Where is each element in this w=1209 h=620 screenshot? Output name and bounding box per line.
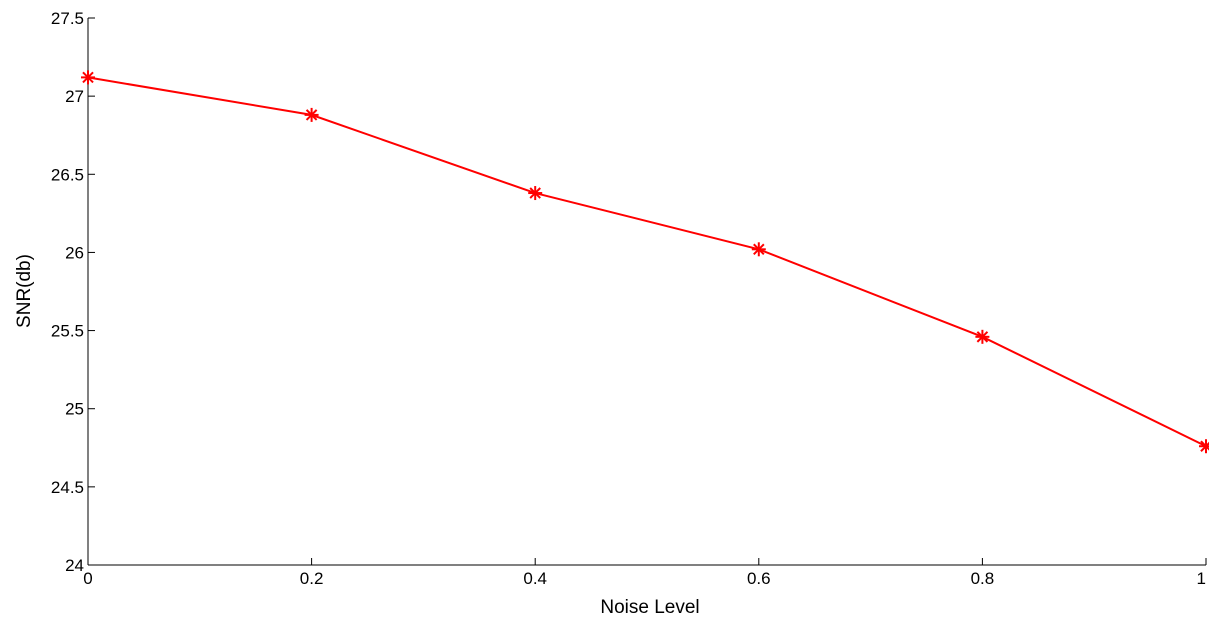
y-tick-label: 24	[65, 556, 84, 575]
x-tick-label: 0.4	[523, 569, 547, 588]
x-tick-label: 1	[1197, 569, 1206, 588]
marker-stroke	[753, 243, 765, 256]
y-tick-label: 25.5	[51, 322, 84, 341]
y-tick-label: 27	[65, 87, 84, 106]
marker-stroke	[305, 109, 318, 121]
y-tick-label: 26.5	[51, 165, 84, 184]
x-tick-label: 0	[83, 569, 92, 588]
plot-area: 24 24.5 25 25.5 26 26.5 27 27.5 0 0.2 0.4 0.6 0.8 1	[51, 9, 1209, 588]
x-tick-label: 0.2	[300, 569, 324, 588]
y-tick-label: 26	[65, 243, 84, 262]
y-axis-ticks: 24 24.5 25 25.5 26 26.5 27 27.5	[51, 9, 95, 575]
marker-stroke	[976, 331, 989, 343]
series-line	[87, 76, 1207, 448]
x-tick-label: 0.6	[747, 569, 771, 588]
data-point-marker	[528, 186, 543, 201]
data-point-marker	[1199, 439, 1209, 454]
y-tick-label: 24.5	[51, 478, 84, 497]
marker-stroke	[82, 71, 94, 84]
data-point-marker	[751, 242, 766, 257]
y-tick-label: 25	[65, 400, 84, 419]
data-point-marker	[304, 107, 319, 122]
x-axis-label: Noise Level	[600, 597, 699, 618]
data-point-marker	[975, 329, 990, 344]
marker-stroke	[529, 187, 541, 199]
y-axis-label: SNR(db)	[14, 254, 35, 328]
data-point-marker	[81, 70, 95, 85]
marker-stroke	[1200, 441, 1209, 452]
y-tick-label: 27.5	[51, 9, 84, 28]
x-tick-label: 0.8	[971, 569, 995, 588]
x-axis-ticks: 0 0.2 0.4 0.6 0.8 1	[83, 558, 1207, 588]
series-layer	[81, 70, 1209, 454]
